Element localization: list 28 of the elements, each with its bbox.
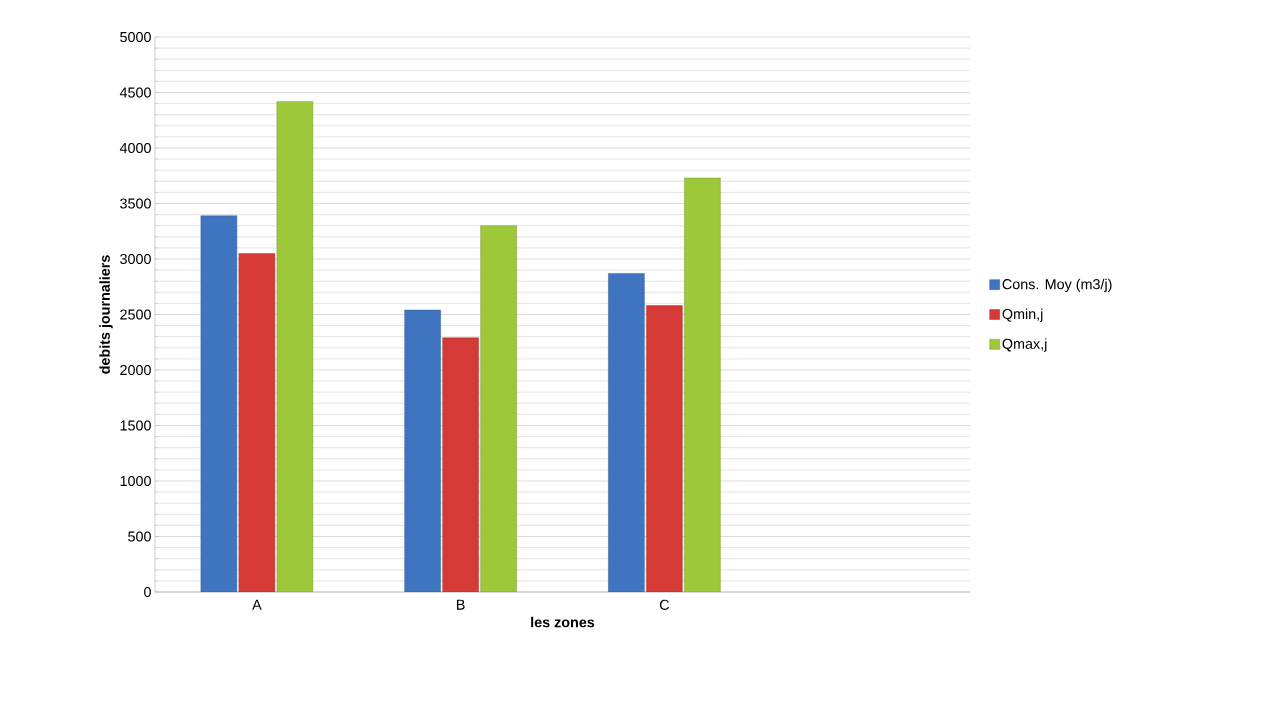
y-tick-label: 5000	[120, 31, 151, 43]
y-tick-label: 2500	[120, 309, 151, 320]
bar	[442, 337, 479, 592]
bar	[480, 225, 517, 592]
y-tick-label: 1000	[120, 475, 151, 487]
y-tick-label: 4500	[119, 87, 151, 98]
bar	[238, 253, 276, 592]
y-tick-label: 3500	[120, 198, 151, 209]
bar	[276, 101, 314, 592]
y-tick-label: 2000	[120, 364, 151, 376]
bar	[684, 177, 721, 592]
bar	[404, 309, 441, 592]
y-tick-label: 0	[144, 586, 151, 598]
y-tick-label: 500	[128, 531, 151, 542]
y-tick-label: 3000	[120, 253, 151, 265]
y-axis-title: debits journaliers	[99, 255, 113, 374]
bar	[200, 215, 238, 592]
legend-label: Qmin,j	[1002, 308, 1043, 322]
legend-label: Cons. Moy (m3/j)	[1002, 278, 1112, 293]
x-tick-label: C	[659, 599, 670, 610]
bar	[608, 273, 645, 592]
x-tick-label: A	[252, 599, 262, 610]
y-tick-label: 4000	[119, 142, 151, 154]
x-tick-label: B	[457, 599, 465, 610]
x-axis-title: les zones	[531, 616, 595, 628]
y-tick-label: 1500	[120, 420, 151, 431]
legend-label: Qmax,j	[1002, 338, 1047, 352]
bar	[646, 305, 683, 592]
